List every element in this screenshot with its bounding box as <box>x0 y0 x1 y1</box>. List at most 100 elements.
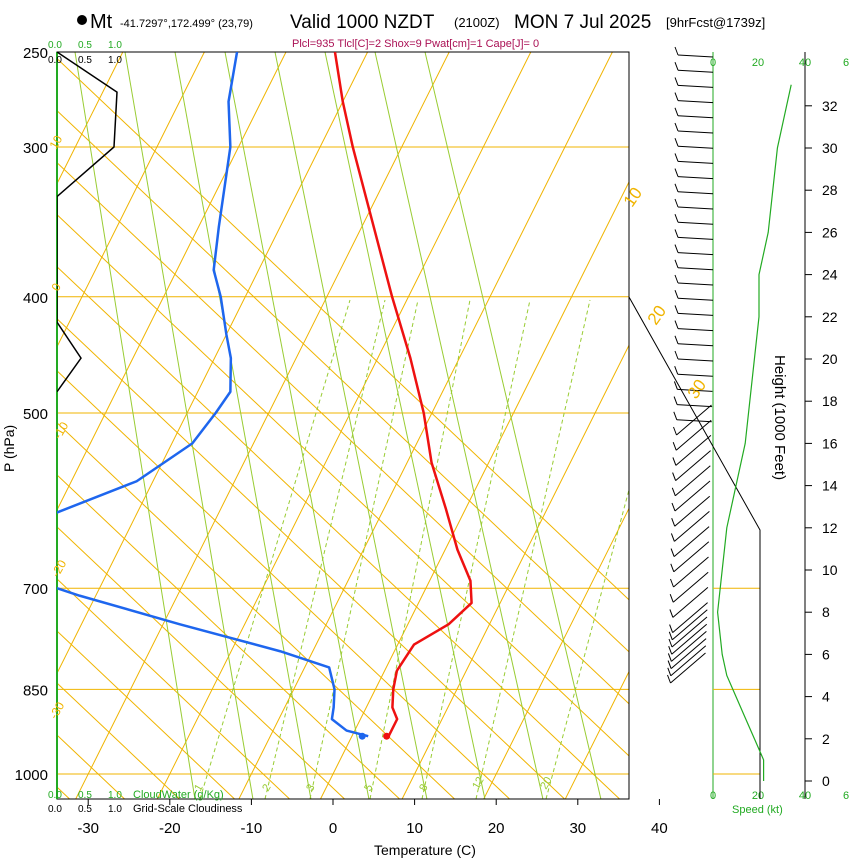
wind-barb-shaft <box>677 328 714 332</box>
wind-barb <box>674 244 714 256</box>
wind-barb-shaft <box>677 312 714 316</box>
x-axis-label: Temperature (C) <box>374 842 476 858</box>
x-tick-label: -10 <box>241 820 263 837</box>
temperature-line <box>333 52 473 737</box>
mixing-ratio-line <box>475 299 591 799</box>
isotherm-label: 10 <box>46 133 65 152</box>
isotherm-line <box>57 52 124 185</box>
speed-tick-bottom: 40 <box>799 790 811 802</box>
height-tick-label: 8 <box>822 604 830 620</box>
mixing-ratio-line <box>199 299 351 799</box>
wind-barb-shaft <box>674 495 711 527</box>
isotherm-line <box>810 52 850 799</box>
dry-adiabat <box>57 370 511 799</box>
wind-barb-shaft <box>677 252 714 256</box>
wind-barb-flag <box>674 366 679 375</box>
isotherm-label: -30 <box>46 699 67 721</box>
wind-barb <box>674 168 714 180</box>
mixing-ratio-line <box>264 299 386 799</box>
wind-barb-flag <box>674 92 679 101</box>
wind-barb <box>667 652 706 684</box>
wind-barb-flag <box>674 153 679 162</box>
profiles <box>57 52 473 740</box>
wind-barb-flag <box>668 638 673 648</box>
moist-adiabat <box>374 52 544 799</box>
station-name: Mt <box>90 11 113 33</box>
wind-barb <box>673 381 713 392</box>
mixing-ratio-label: 12 <box>470 775 487 792</box>
cloudwater-tick-top: 0.5 <box>78 40 92 51</box>
wind-barb-flag <box>670 563 675 572</box>
isotherm-line <box>647 52 850 799</box>
surface-temp-marker <box>383 732 391 740</box>
cloudiness-tick-bottom: 0.0 <box>48 804 62 815</box>
wind-barb-shaft <box>677 267 714 271</box>
wind-barb-shaft <box>677 191 714 195</box>
wind-barb-flag <box>674 290 679 299</box>
speed-tick-bottom: 20 <box>752 790 764 802</box>
isotherm-line <box>75 52 450 799</box>
cloudiness-tick-top: 0.5 <box>78 55 92 66</box>
height-tick-label: 26 <box>822 224 838 240</box>
wind-barb-shaft <box>677 130 714 134</box>
x-tick-label: -20 <box>159 820 181 837</box>
wind-barb-shaft <box>677 84 714 88</box>
moist-adiabat <box>274 52 428 799</box>
x-tick-label: -30 <box>77 820 99 837</box>
valid-label: Valid 1000 NZDT <box>290 12 435 33</box>
x-tick-label: 20 <box>488 820 505 837</box>
wind-barb-shaft <box>671 623 708 655</box>
wind-barb <box>673 404 712 436</box>
height-tick-label: 18 <box>822 393 838 409</box>
dry-adiabat <box>57 526 346 799</box>
height-tick-label: 20 <box>822 351 838 367</box>
pressure-tick-label: 400 <box>23 290 48 307</box>
date-label: MON 7 Jul 2025 <box>514 12 651 33</box>
cloudiness-tick-top: 1.0 <box>108 55 122 66</box>
height-tick-label: 10 <box>822 562 838 578</box>
speed-tick-top: 20 <box>752 57 764 69</box>
wind-barb-shaft <box>670 645 707 677</box>
dry-adiabat <box>57 630 236 799</box>
wind-barb-flag <box>674 107 679 116</box>
wind-barb-flag <box>669 594 674 603</box>
wind-barb-shaft <box>673 556 709 588</box>
height-tick-label: 24 <box>822 267 838 283</box>
dry-adiabat <box>57 318 566 799</box>
wind-barb <box>674 274 714 286</box>
dry-adiabat <box>57 214 629 757</box>
moist-adiabat <box>124 52 254 799</box>
pressure-tick-label: 300 <box>23 140 48 157</box>
mixing-ratio-line <box>309 299 419 799</box>
wind-barb-shaft <box>677 358 714 362</box>
wind-barb-flag <box>674 274 679 284</box>
wind-barb-shaft <box>677 69 714 73</box>
wind-barb <box>668 616 708 648</box>
wind-barb-flag <box>674 305 679 314</box>
panel-border <box>628 296 761 799</box>
pressure-tick-label: 500 <box>23 406 48 423</box>
wind-barb <box>674 259 714 271</box>
mixing-ratio-label: 1 <box>192 782 205 793</box>
wind-barb-shaft <box>676 419 712 423</box>
x-tick-label: 30 <box>569 820 586 837</box>
pressure-tick-label: 1000 <box>15 767 48 784</box>
dry-adiabat <box>57 109 629 653</box>
wind-barb-shaft <box>675 450 711 481</box>
mixing-ratio-label: 5 <box>362 782 375 793</box>
x-tick-label: 10 <box>406 820 423 837</box>
wind-barb-flag <box>667 674 671 684</box>
wind-barb <box>674 214 714 225</box>
mixing-ratio-label: 8 <box>417 782 430 793</box>
wind-barb-flag <box>672 442 677 451</box>
isotherm-line <box>156 52 532 799</box>
wind-barb-flag <box>674 46 679 56</box>
chart-subtitle: Plcl=935 Tlcl[C]=2 Shox=9 Pwat[cm]=1 Cap… <box>292 38 539 50</box>
wind-barb <box>670 556 709 588</box>
speed-tick-top: 6 <box>843 57 849 69</box>
surface-dew-marker <box>358 732 366 740</box>
cloudwater-tick-bottom: 0.5 <box>78 790 92 801</box>
wind-barb <box>674 77 714 88</box>
wind-barb <box>669 602 708 633</box>
